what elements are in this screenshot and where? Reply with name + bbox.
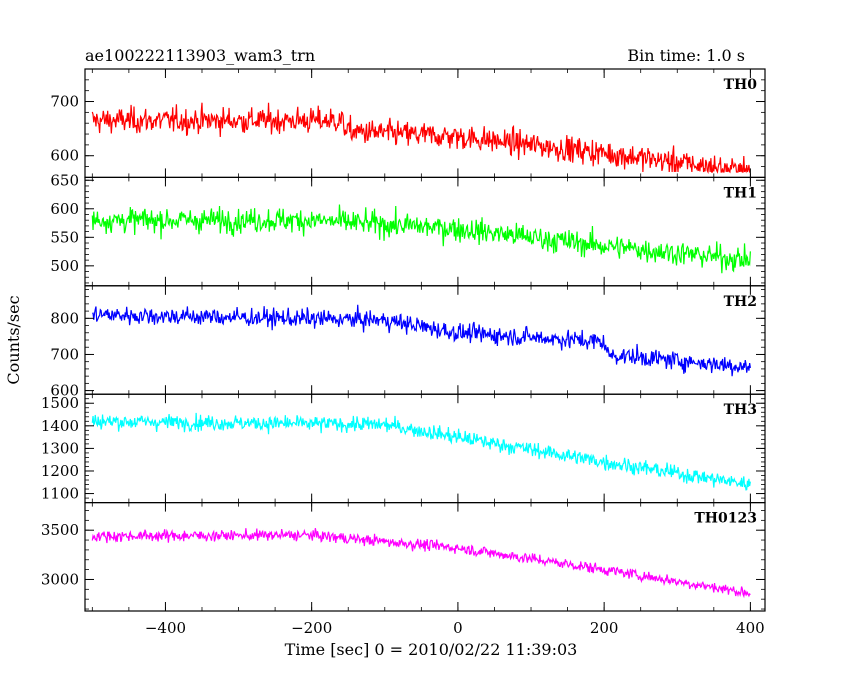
panel-th2: 600 700 800 TH2 — [50, 285, 766, 400]
y-tick-label: 600 — [50, 147, 79, 165]
bin-time-label: Bin time: 1.0 s — [627, 46, 745, 65]
y-tick-label: 800 — [50, 309, 79, 327]
series-line-th0123 — [91, 528, 751, 599]
panel-frame — [84, 285, 766, 395]
y-tick-label: 1100 — [41, 485, 79, 503]
y-tick-label: 1500 — [41, 394, 79, 412]
series-label-th2: TH2 — [724, 294, 757, 310]
x-tick-label: −200 — [291, 619, 332, 637]
panels-group: 600 700 TH0 500 550 600 650 TH1 600 700 800 TH2 1100… — [41, 68, 766, 612]
panel-th1: 500 550 600 650 TH1 — [50, 171, 766, 287]
x-axis: −400 −200 0 200 400 — [145, 619, 765, 637]
y-tick-label: 700 — [50, 345, 79, 363]
y-tick-label: 1400 — [41, 417, 79, 435]
y-tick-label: 500 — [50, 257, 79, 275]
y-axis-label: Counts/sec — [4, 295, 23, 384]
y-tick-label: 600 — [50, 382, 79, 400]
series-label-th3: TH3 — [724, 402, 757, 418]
panel-frame — [84, 176, 766, 287]
series-line-th2 — [92, 304, 751, 377]
series-line-th1 — [91, 204, 751, 274]
y-tick-label: 550 — [50, 228, 79, 246]
y-tick-label: 3000 — [41, 570, 79, 588]
panel-th0123: 3000 3500 TH0123 — [41, 502, 766, 612]
panel-th0: 600 700 TH0 — [50, 68, 766, 179]
panel-frame — [84, 393, 766, 504]
x-tick-label: −400 — [145, 619, 186, 637]
series-label-th0123: TH0123 — [694, 511, 757, 527]
series-line-th3 — [91, 412, 751, 491]
series-line-th0 — [91, 102, 751, 175]
panel-frame — [84, 502, 766, 612]
y-tick-label: 1300 — [41, 439, 79, 457]
y-tick-label: 600 — [50, 200, 79, 218]
x-tick-label: 0 — [453, 619, 463, 637]
chart-title: ae100222113903_wam3_trn — [85, 46, 315, 65]
x-tick-label: 200 — [590, 619, 619, 637]
y-tick-label: 700 — [50, 93, 79, 111]
panel-th3: 1100 1200 1300 1400 1500 TH3 — [41, 393, 766, 504]
y-tick-label: 650 — [50, 171, 79, 189]
series-label-th0: TH0 — [724, 77, 758, 93]
x-axis-label: Time [sec] 0 = 2010/02/22 11:39:03 — [285, 640, 578, 659]
y-tick-label: 3500 — [41, 521, 79, 539]
x-tick-label: 400 — [736, 619, 765, 637]
series-label-th1: TH1 — [724, 185, 757, 201]
y-tick-label: 1200 — [41, 462, 79, 480]
